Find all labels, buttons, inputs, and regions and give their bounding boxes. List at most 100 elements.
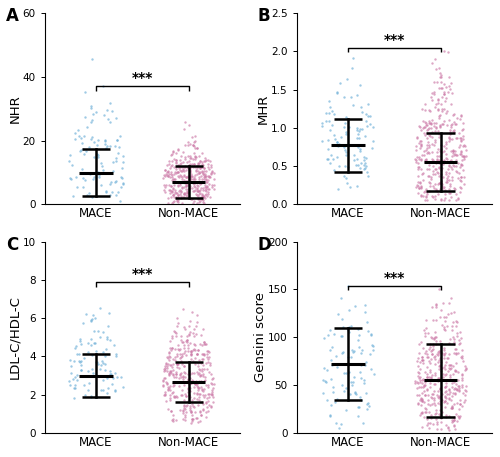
Point	[422, 188, 430, 195]
Point	[204, 164, 212, 171]
Point	[417, 183, 425, 190]
Point	[112, 373, 120, 381]
Point	[185, 381, 193, 388]
Point	[434, 131, 442, 138]
Point	[418, 356, 426, 364]
Point	[184, 174, 192, 181]
Point	[456, 340, 464, 347]
Point	[430, 334, 438, 341]
Point	[180, 412, 188, 419]
Point	[452, 120, 460, 128]
Point	[436, 363, 444, 370]
Point	[434, 375, 442, 382]
Point	[70, 384, 78, 392]
Point	[180, 164, 188, 171]
Point	[164, 387, 172, 394]
Point	[194, 387, 202, 394]
Point	[442, 84, 450, 91]
Point	[448, 147, 456, 154]
Point	[446, 136, 454, 143]
Point	[184, 173, 192, 180]
Point	[418, 138, 426, 145]
Point	[204, 347, 212, 355]
Point	[103, 374, 111, 381]
Point	[106, 370, 114, 377]
Point	[420, 387, 428, 394]
Point	[355, 344, 363, 351]
Point	[447, 294, 455, 302]
Point	[176, 372, 184, 379]
Point	[180, 345, 188, 352]
Point	[417, 339, 425, 346]
Point	[445, 190, 453, 197]
Point	[78, 183, 86, 191]
Point	[436, 338, 444, 345]
Point	[182, 177, 190, 184]
Point	[418, 354, 426, 361]
Point	[429, 182, 437, 189]
Point	[420, 404, 428, 412]
Point	[91, 393, 99, 400]
Point	[166, 368, 174, 376]
Point	[208, 181, 216, 189]
Point	[168, 344, 176, 351]
Point	[438, 365, 446, 372]
Point	[196, 373, 204, 380]
Point	[200, 173, 208, 180]
Point	[438, 71, 446, 78]
Point	[196, 408, 204, 415]
Point	[200, 168, 208, 175]
Point	[452, 190, 460, 197]
Point	[190, 342, 198, 349]
Point	[180, 163, 188, 170]
Point	[180, 350, 188, 357]
Point	[195, 152, 203, 159]
Point	[202, 184, 210, 191]
Point	[165, 356, 173, 364]
Point	[196, 390, 204, 398]
Point	[414, 358, 422, 365]
Point	[448, 124, 456, 131]
Point	[456, 401, 464, 408]
Point	[458, 166, 466, 174]
Point	[366, 112, 374, 120]
Point	[455, 414, 463, 421]
Point	[436, 69, 444, 77]
Point	[172, 169, 179, 176]
Point	[200, 199, 208, 207]
Point	[208, 170, 216, 177]
Point	[168, 171, 176, 179]
Text: ***: ***	[132, 71, 153, 85]
Point	[333, 395, 341, 403]
Point	[422, 197, 430, 204]
Point	[444, 116, 452, 123]
Point	[80, 133, 88, 140]
Point	[170, 393, 178, 401]
Point	[438, 182, 446, 189]
Point	[172, 194, 180, 202]
Point	[350, 152, 358, 159]
Point	[455, 130, 463, 137]
Point	[432, 410, 440, 418]
Point	[438, 149, 446, 156]
Point	[188, 347, 196, 354]
Point	[420, 382, 428, 389]
Point	[186, 160, 194, 167]
Point	[203, 365, 211, 372]
Point	[88, 372, 96, 380]
Point	[455, 169, 463, 176]
Point	[444, 173, 452, 180]
Point	[332, 363, 340, 371]
Point	[437, 197, 445, 204]
Point	[436, 157, 444, 165]
Point	[420, 327, 428, 334]
Point	[457, 135, 465, 142]
Point	[440, 300, 448, 307]
Point	[166, 354, 174, 361]
Point	[454, 318, 462, 325]
Point	[172, 370, 180, 377]
Point	[423, 126, 431, 133]
Point	[337, 332, 345, 339]
Point	[195, 394, 203, 401]
Point	[424, 354, 432, 361]
